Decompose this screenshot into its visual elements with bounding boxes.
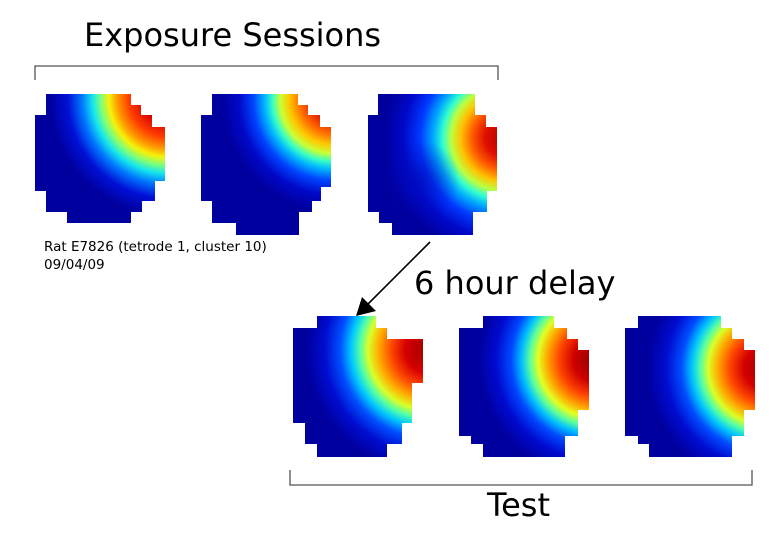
test-session-1-map (293, 316, 423, 457)
delay-arrow (356, 241, 431, 316)
exposure-session-3-map (368, 94, 497, 235)
rat-label: Rat E7826 (tetrode 1, cluster 10) (44, 239, 267, 255)
exposure-session-1-map (35, 94, 165, 223)
test-bracket (289, 470, 753, 486)
date-label: 09/04/09 (44, 257, 105, 273)
test-session-3-map (625, 316, 755, 457)
exposure-sessions-title: Exposure Sessions (84, 16, 382, 54)
test-title: Test (487, 486, 551, 524)
test-session-2-map (459, 316, 589, 457)
delay-label: 6 hour delay (414, 264, 616, 302)
exposure-session-2-map (201, 94, 331, 235)
rat-info: Rat E7826 (tetrode 1, cluster 10) 09/04/… (44, 238, 267, 274)
exposure-bracket (34, 65, 499, 80)
